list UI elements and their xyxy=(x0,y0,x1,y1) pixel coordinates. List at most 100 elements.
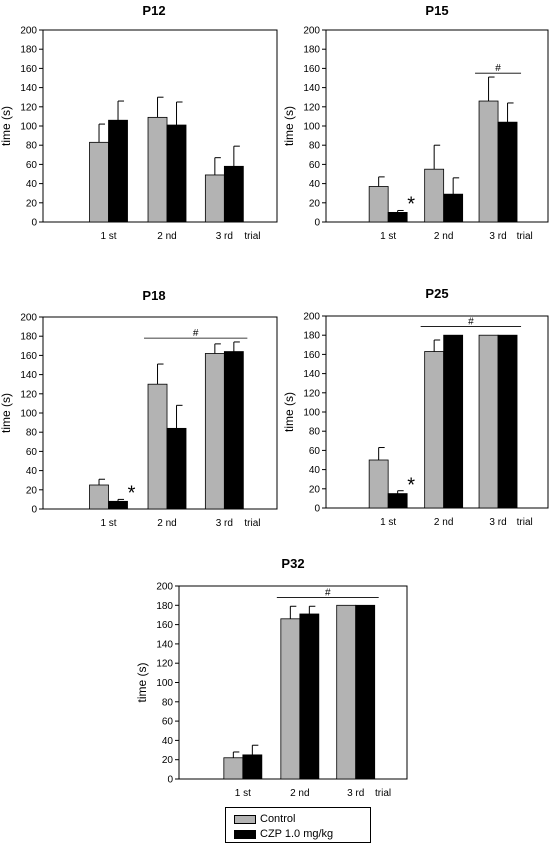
bar-control xyxy=(368,186,389,223)
x-tick-label: 3 rd xyxy=(489,231,506,242)
bar-control xyxy=(147,116,168,223)
y-tick-label: 80 xyxy=(309,427,321,438)
trial-label: trial xyxy=(517,517,533,528)
y-tick-label: 80 xyxy=(26,141,38,152)
significance-hash: # xyxy=(495,63,501,74)
y-tick-label: 20 xyxy=(309,198,321,209)
bar-czp xyxy=(497,334,518,509)
x-tick-label: 3 rd xyxy=(347,788,364,799)
chart-panel-p12: P12 0 20 40 60 80 100 120 140 160 180 200 time (s) 1 … xyxy=(0,3,278,242)
y-axis-label: time (s) xyxy=(282,392,296,432)
significance-star: * xyxy=(407,193,415,215)
y-tick-label: 200 xyxy=(20,26,37,37)
y-tick-label: 140 xyxy=(20,83,37,94)
y-tick-label: 180 xyxy=(156,601,173,612)
y-axis-label: time (s) xyxy=(0,106,13,146)
bar-control xyxy=(478,100,499,223)
chart-panel-p18: P18 0 20 40 60 80 100 120 140 160 180 200 time (s) 1 … xyxy=(0,288,278,529)
trial-label: trial xyxy=(375,788,391,799)
y-tick-label: 160 xyxy=(20,64,37,75)
bar-control xyxy=(147,383,168,510)
y-tick-label: 140 xyxy=(303,369,320,380)
bar-control xyxy=(89,141,109,223)
y-tick-label: 140 xyxy=(303,83,320,94)
chart-panel-p32: P32 0 20 40 60 80 100 120 140 160 180 200 time (s) 1 … xyxy=(135,556,408,799)
trial-label: trial xyxy=(244,518,260,529)
bar-czp xyxy=(166,427,187,510)
y-tick-label: 20 xyxy=(26,198,38,209)
y-tick-label: 200 xyxy=(156,582,173,593)
bar-control xyxy=(424,168,445,223)
chart-panel-p25: P25 0 20 40 60 80 100 120 140 160 180 200 time (s) 1 … xyxy=(282,286,549,528)
y-tick-label: 180 xyxy=(303,45,320,56)
y-tick-label: 120 xyxy=(156,659,173,670)
bar-czp xyxy=(497,121,518,223)
y-tick-label: 180 xyxy=(303,331,320,342)
significance-star: * xyxy=(128,482,136,504)
y-tick-label: 100 xyxy=(156,678,173,689)
y-tick-label: 100 xyxy=(20,122,37,133)
bar-czp xyxy=(387,211,408,223)
y-tick-label: 180 xyxy=(20,332,37,343)
bar-czp xyxy=(443,334,464,509)
chart-title: P18 xyxy=(142,288,165,303)
y-tick-label: 40 xyxy=(162,736,174,747)
x-tick-label: 3 rd xyxy=(216,231,233,242)
x-tick-label: 1 st xyxy=(235,788,251,799)
y-tick-label: 0 xyxy=(314,504,320,515)
legend-swatch-control xyxy=(234,814,256,824)
y-tick-label: 200 xyxy=(303,26,320,37)
bar-control xyxy=(204,174,225,223)
significance-hash: # xyxy=(325,588,331,599)
y-tick-label: 0 xyxy=(31,218,37,229)
x-tick-label: 3 rd xyxy=(216,518,233,529)
bar-czp xyxy=(299,613,320,780)
y-tick-label: 160 xyxy=(20,351,37,362)
y-axis-label: time (s) xyxy=(282,106,296,146)
y-tick-label: 160 xyxy=(303,350,320,361)
bar-control xyxy=(89,484,109,510)
y-axis-label: time (s) xyxy=(135,663,149,703)
legend-label-czp: CZP 1.0 mg/kg xyxy=(260,828,334,840)
y-tick-label: 120 xyxy=(20,102,37,113)
legend-swatch-czp xyxy=(234,829,256,839)
bar-control xyxy=(336,604,357,780)
y-tick-label: 40 xyxy=(309,179,321,190)
y-tick-label: 60 xyxy=(309,446,321,457)
legend: Control CZP 1.0 mg/kg xyxy=(225,807,371,843)
x-tick-label: 1 st xyxy=(380,231,396,242)
bar-control xyxy=(478,334,499,509)
y-tick-label: 0 xyxy=(314,218,320,229)
y-tick-label: 200 xyxy=(20,313,37,324)
y-tick-label: 60 xyxy=(26,160,38,171)
chart-title: P32 xyxy=(281,556,304,571)
y-tick-label: 80 xyxy=(309,141,321,152)
y-tick-label: 20 xyxy=(26,485,38,496)
x-tick-label: 2 nd xyxy=(434,517,453,528)
y-tick-label: 0 xyxy=(167,775,173,786)
y-tick-label: 140 xyxy=(20,370,37,381)
y-tick-label: 40 xyxy=(26,179,38,190)
bar-czp xyxy=(166,124,187,223)
y-tick-label: 60 xyxy=(309,160,321,171)
y-tick-label: 40 xyxy=(309,465,321,476)
bar-czp xyxy=(443,193,464,223)
x-tick-label: 3 rd xyxy=(489,517,506,528)
y-tick-label: 100 xyxy=(303,408,320,419)
x-tick-label: 2 nd xyxy=(157,231,176,242)
y-tick-label: 120 xyxy=(303,102,320,113)
legend-item-control: Control xyxy=(234,812,295,826)
legend-label-control: Control xyxy=(260,813,296,825)
chart-title: P25 xyxy=(425,286,448,301)
y-tick-label: 80 xyxy=(162,697,174,708)
bar-control xyxy=(368,459,389,509)
chart-panel-p15: P15 0 20 40 60 80 100 120 140 160 180 200 time (s) 1 … xyxy=(282,3,549,242)
y-tick-label: 60 xyxy=(162,717,174,728)
significance-star: * xyxy=(407,475,415,497)
x-tick-label: 1 st xyxy=(380,517,396,528)
bar-control xyxy=(204,353,225,510)
bar-czp xyxy=(242,754,263,780)
bar-czp xyxy=(355,604,376,780)
y-tick-label: 100 xyxy=(20,409,37,420)
